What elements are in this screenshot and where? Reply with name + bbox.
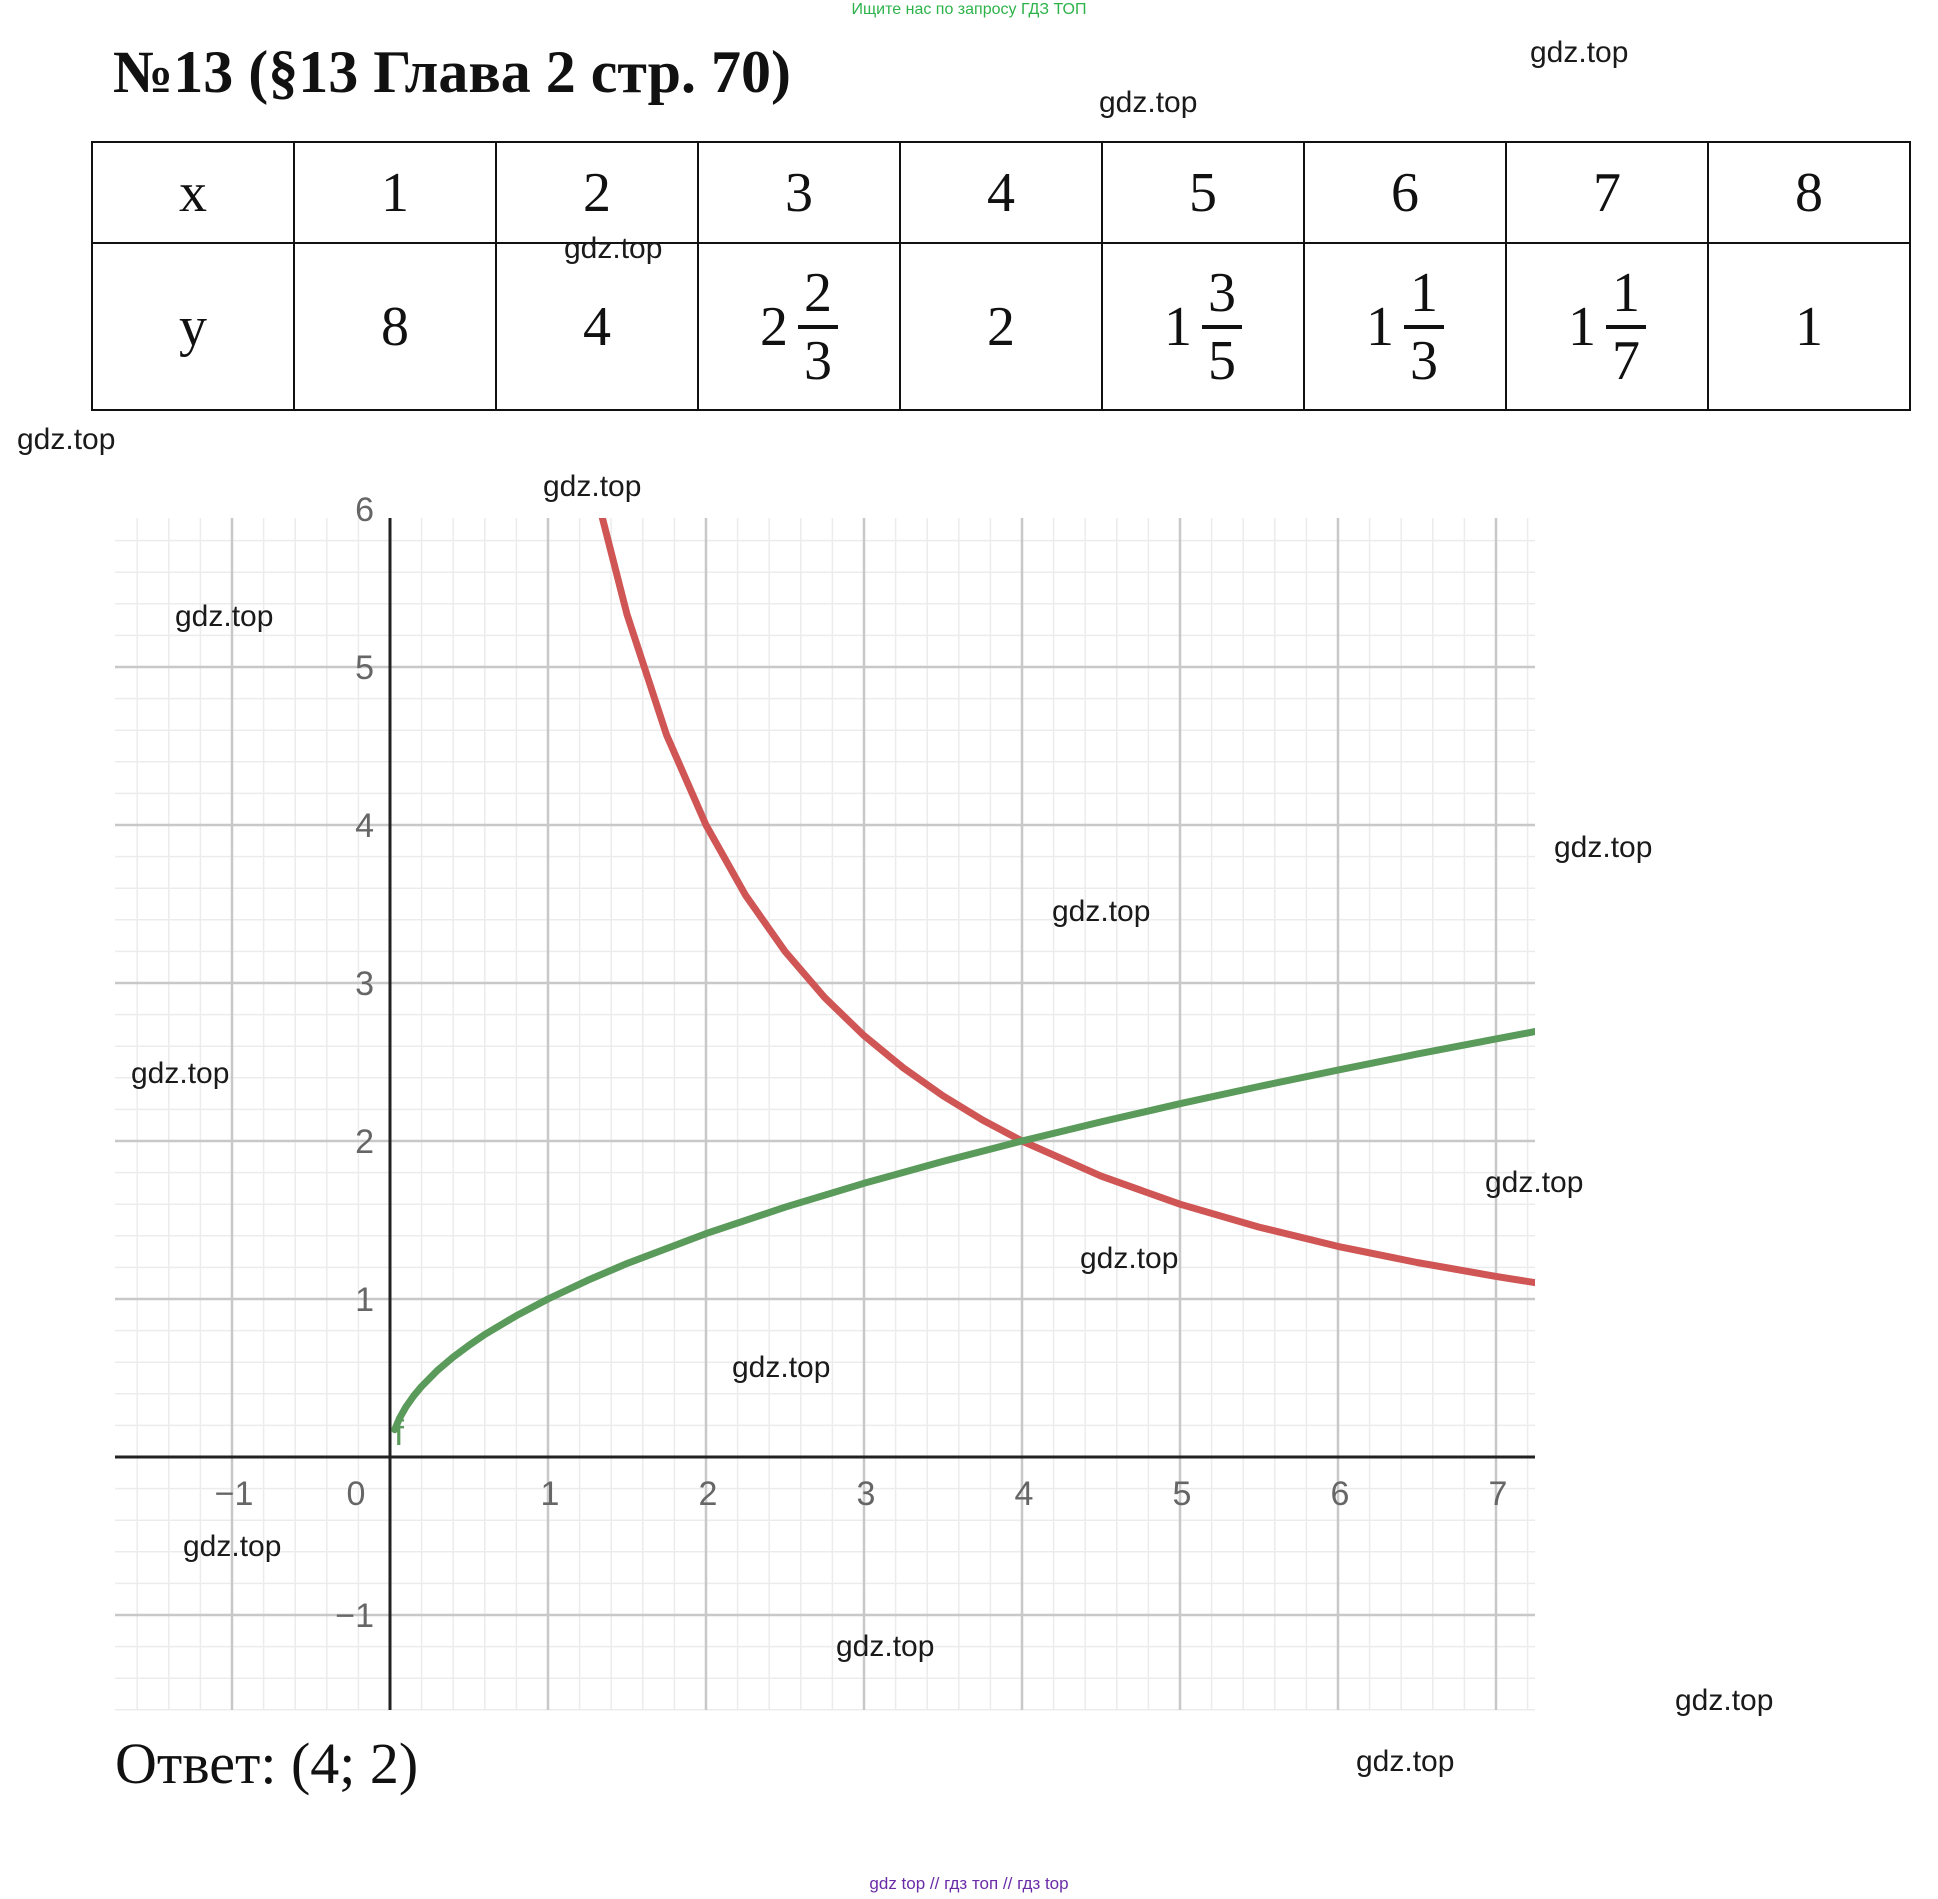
table-cell-y-6: 1 1 3 — [1303, 242, 1507, 411]
watermark-text: gdz.top — [1485, 1166, 1584, 1199]
whole-part: 4 — [583, 295, 611, 358]
y-tick-label: −1 — [335, 1597, 374, 1635]
table-row-y: y 8 4 2 2 3 2 1 3 5 — [91, 242, 1911, 411]
table-cell-x-3: 3 — [697, 141, 901, 244]
whole-part: 1 — [1164, 295, 1192, 358]
watermark-text: gdz.top — [1099, 86, 1198, 119]
whole-part: 1 — [1795, 295, 1823, 358]
table-row-x: x 1 2 3 4 5 6 7 8 — [91, 141, 1911, 244]
fraction: 1 3 — [1404, 265, 1444, 389]
x-tick-label: 0 — [347, 1475, 366, 1513]
x-tick-label: 3 — [857, 1475, 876, 1513]
y-tick-label: 4 — [355, 807, 374, 845]
table-cell-y-1: 8 — [293, 242, 497, 411]
table-cell-x-5: 5 — [1101, 141, 1305, 244]
table-cell-x-7: 7 — [1505, 141, 1709, 244]
table-cell-x-2: 2 — [495, 141, 699, 244]
watermark-text: gdz.top — [1356, 1745, 1455, 1778]
whole-part: 8 — [381, 295, 409, 358]
whole-part: 2 — [987, 295, 1015, 358]
watermark-text: gdz.top — [17, 423, 116, 456]
series-line-2 — [391, 1028, 1535, 1434]
fraction: 1 7 — [1606, 265, 1646, 389]
answer-text: Ответ: (4; 2) — [115, 1731, 419, 1796]
whole-part: 1 — [1366, 295, 1394, 358]
y-tick-label: 5 — [355, 649, 374, 687]
fraction-denominator: 3 — [1410, 329, 1438, 392]
x-tick-label: −1 — [215, 1475, 254, 1513]
major-grid — [115, 518, 1535, 1710]
table-cell-y-8: 1 — [1707, 242, 1911, 411]
x-tick-label: 6 — [1331, 1475, 1350, 1513]
function-label: f — [394, 1412, 405, 1453]
table-cell-x-1: 1 — [293, 141, 497, 244]
table-cell-x-4: 4 — [899, 141, 1103, 244]
watermark-text: gdz.top — [732, 1351, 831, 1384]
fraction-numerator: 1 — [1404, 265, 1444, 329]
tick-labels: −1 0 1 2 3 4 5 6 7 −1 1 2 3 4 5 6 f — [215, 491, 1508, 1635]
whole-part: 2 — [760, 295, 788, 358]
table-cell-y-3: 2 2 3 — [697, 242, 901, 411]
watermark-text: gdz.top — [1052, 895, 1151, 928]
x-tick-label: 1 — [541, 1475, 560, 1513]
series-layer — [391, 508, 1536, 1434]
watermark-text: gdz.top — [175, 600, 274, 633]
table-cell-x-8: 8 — [1707, 141, 1911, 244]
fraction-numerator: 1 — [1606, 265, 1646, 329]
watermark-text: gdz.top — [183, 1530, 282, 1563]
table-cell-y-2: 4 — [495, 242, 699, 411]
x-tick-label: 4 — [1015, 1475, 1034, 1513]
page-title: №13 (§13 Глава 2 стр. 70) — [113, 39, 791, 105]
values-table: x 1 2 3 4 5 6 7 8 y 8 4 2 2 3 2 — [91, 141, 1911, 411]
y-tick-label: 6 — [355, 491, 374, 529]
table-cell-x-6: 6 — [1303, 141, 1507, 244]
table-cell-y-4: 2 — [899, 242, 1103, 411]
watermark-text: gdz.top — [1554, 831, 1653, 864]
fraction-denominator: 7 — [1612, 329, 1640, 392]
y-tick-label: 1 — [355, 1281, 374, 1319]
watermark-text: gdz.top — [564, 232, 663, 265]
whole-part: 1 — [1568, 295, 1596, 358]
x-tick-label: 2 — [699, 1475, 718, 1513]
minor-grid — [115, 518, 1535, 1711]
fraction: 3 5 — [1202, 265, 1242, 389]
watermark-text: gdz.top — [543, 470, 642, 503]
y-tick-label: 2 — [355, 1123, 374, 1161]
fraction: 2 3 — [798, 265, 838, 389]
watermark-text: gdz.top — [1530, 36, 1629, 69]
table-header-x: x — [91, 141, 295, 244]
x-tick-label: 5 — [1173, 1475, 1192, 1513]
fraction-denominator: 5 — [1208, 329, 1236, 392]
table-cell-y-7: 1 1 7 — [1505, 242, 1709, 411]
table-cell-y-5: 1 3 5 — [1101, 242, 1305, 411]
y-tick-label: 3 — [355, 965, 374, 1003]
watermark-text: gdz.top — [1080, 1242, 1179, 1275]
fraction-numerator: 2 — [798, 265, 838, 329]
axes — [115, 518, 1535, 1710]
x-tick-label: 7 — [1489, 1475, 1508, 1513]
table-header-y: y — [91, 242, 295, 411]
watermark-text: gdz.top — [1675, 1684, 1774, 1717]
watermark-text: gdz.top — [131, 1057, 230, 1090]
footer-links[interactable]: gdz top // гдз топ // гдз top — [869, 1874, 1069, 1893]
watermark-text: gdz.top — [836, 1630, 935, 1663]
fraction-numerator: 3 — [1202, 265, 1242, 329]
fraction-denominator: 3 — [804, 329, 832, 392]
promo-banner-text[interactable]: Ищите нас по запросу ГДЗ ТОП — [851, 1, 1087, 18]
